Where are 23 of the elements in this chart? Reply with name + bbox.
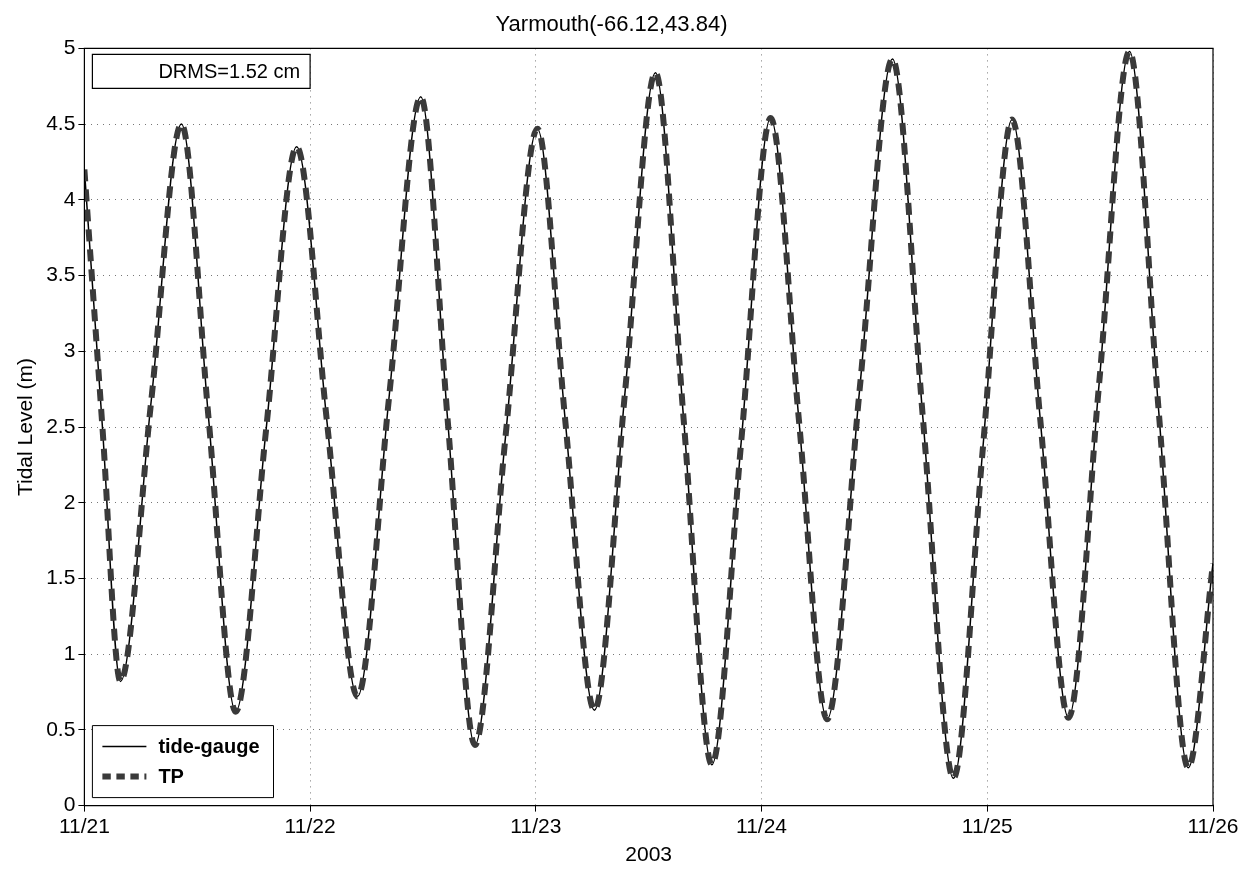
x-tick-label: 11/22 bbox=[284, 814, 336, 837]
y-tick-label: 1.5 bbox=[46, 565, 76, 589]
y-tick-label: 0.5 bbox=[46, 716, 76, 740]
y-tick-label: 2 bbox=[63, 489, 76, 513]
x-tick-label: 11/21 bbox=[58, 814, 110, 837]
x-axis-title: 2003 bbox=[625, 842, 673, 866]
y-tick-label: 1 bbox=[63, 640, 76, 664]
legend-label: TP bbox=[158, 765, 184, 788]
x-tick-label: 11/25 bbox=[961, 814, 1013, 837]
y-tick-label: 2.5 bbox=[46, 413, 76, 437]
y-axis-title: Tidal Level (m) bbox=[13, 357, 37, 497]
y-tick-label: 4.5 bbox=[46, 110, 76, 134]
y-tick-label: 3.5 bbox=[46, 262, 76, 286]
legend-label: tide-gauge bbox=[158, 735, 260, 758]
y-tick-label: 5 bbox=[63, 35, 76, 59]
y-tick-label: 3 bbox=[63, 338, 76, 362]
chart-title: Yarmouth(-66.12,43.84) bbox=[495, 11, 728, 37]
x-tick-label: 11/26 bbox=[1187, 814, 1239, 837]
y-tick-label: 0 bbox=[63, 792, 76, 816]
y-tick-label: 4 bbox=[63, 186, 76, 210]
annotation: DRMS=1.52 cm bbox=[158, 59, 301, 82]
x-tick-label: 11/23 bbox=[510, 814, 562, 837]
x-tick-label: 11/24 bbox=[736, 814, 788, 837]
